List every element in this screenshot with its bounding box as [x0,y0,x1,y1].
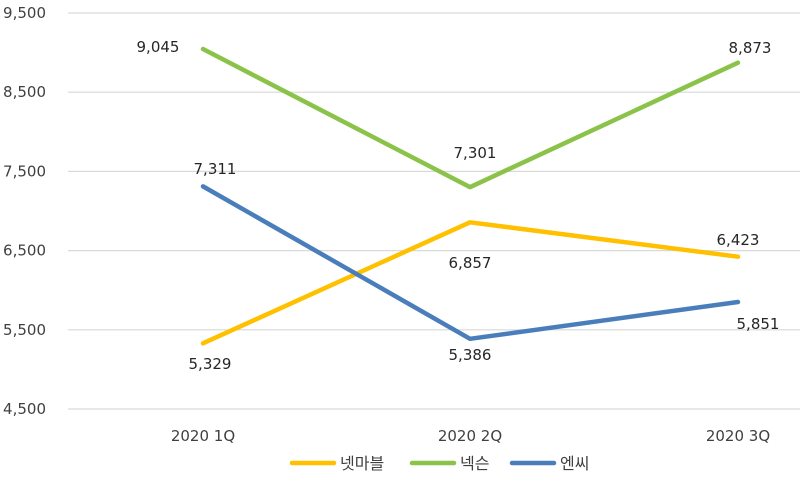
x-axis-ticks: 2020 1Q 2020 2Q 2020 3Q [171,427,770,445]
data-label: 6,423 [717,231,760,249]
y-tick-label: 6,500 [3,242,46,260]
series-lines [200,46,741,346]
x-tick-label: 2020 3Q [706,427,770,445]
data-label: 8,873 [729,39,772,57]
data-labels: 5,329 6,857 6,423 9,045 7,301 8,873 7,311 5,386… [137,38,780,373]
data-label: 5,851 [737,315,780,333]
x-tick-label: 2020 2Q [438,427,502,445]
series-line [200,220,741,346]
legend-label: 넷마블 [340,454,384,473]
y-tick-label: 7,500 [3,162,46,180]
data-label: 6,857 [449,254,492,272]
y-tick-label: 9,500 [3,4,46,22]
legend-label: 넥슨 [460,454,489,473]
data-label: 9,045 [137,38,180,56]
data-label: 5,386 [449,346,492,364]
y-axis-ticks: 9,500 8,500 7,500 6,500 5,500 4,500 [3,4,46,418]
data-label: 5,329 [189,355,232,373]
data-label: 7,301 [454,144,497,162]
gridlines [68,12,800,410]
series-line [200,184,741,342]
legend-label: 엔씨 [560,454,589,473]
y-tick-label: 8,500 [3,83,46,101]
y-tick-label: 5,500 [3,321,46,339]
x-tick-label: 2020 1Q [171,427,235,445]
series-line [200,46,741,190]
legend: 넷마블 넥슨 엔씨 [289,454,589,473]
y-tick-label: 4,500 [3,400,46,418]
data-label: 7,311 [194,160,237,178]
